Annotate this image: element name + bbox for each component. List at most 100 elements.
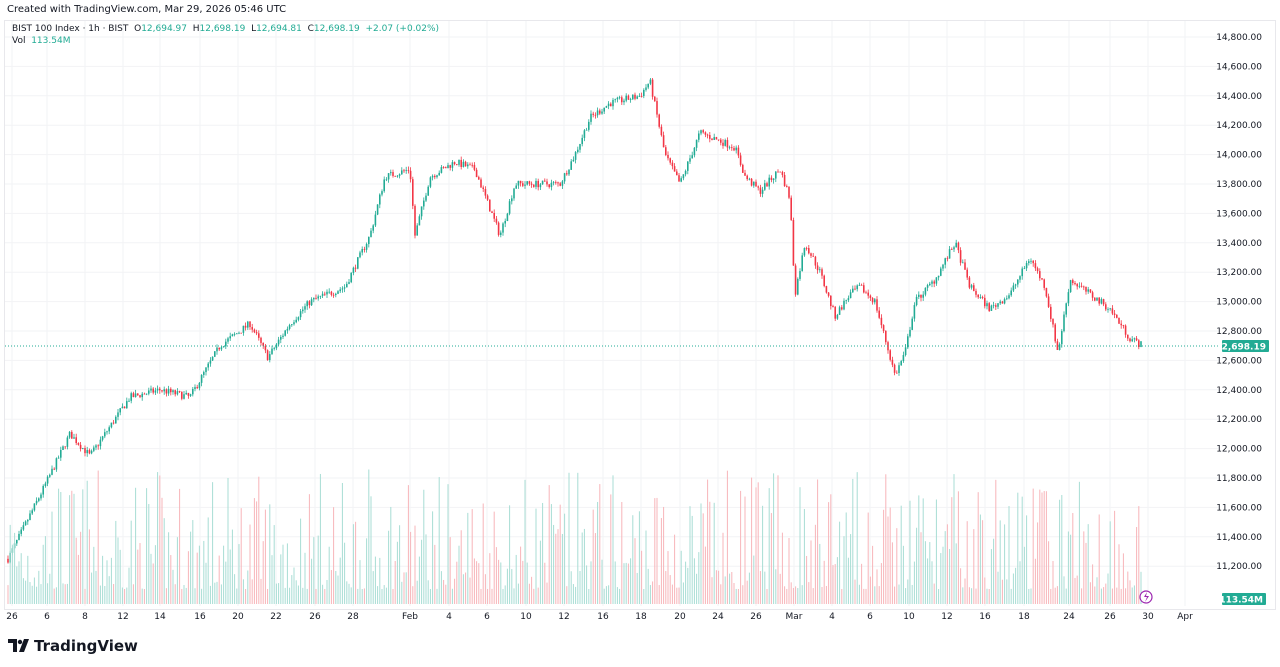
- volume-bar: [476, 561, 478, 604]
- candle-body: [38, 498, 40, 501]
- candle-body: [766, 183, 768, 187]
- candle-body: [497, 222, 500, 235]
- volume-bar: [291, 575, 293, 604]
- candle-body: [324, 293, 326, 295]
- candle-body: [832, 306, 834, 307]
- candle-body: [755, 181, 757, 187]
- candle-body: [979, 297, 982, 298]
- candle-body: [277, 339, 280, 345]
- volume-bar: [421, 539, 423, 604]
- candle-body: [464, 161, 467, 167]
- volume-bar: [7, 585, 9, 604]
- candle-body: [823, 275, 825, 287]
- candle-body: [1096, 297, 1098, 301]
- candle-body: [286, 328, 289, 331]
- volume-bar: [482, 503, 484, 604]
- volume-bar: [735, 588, 737, 604]
- volume-bar: [20, 553, 22, 604]
- volume-bar: [113, 584, 115, 604]
- volume-bar: [102, 555, 104, 604]
- candle-body: [792, 220, 795, 266]
- candle-body: [374, 214, 377, 226]
- candle-body: [152, 388, 154, 393]
- candle-body: [27, 520, 29, 522]
- candle-body: [803, 248, 806, 256]
- candle-body: [808, 248, 810, 254]
- candle-body: [130, 393, 132, 401]
- candle-body: [997, 303, 999, 307]
- candle-body: [482, 187, 484, 190]
- candle-body: [1028, 261, 1030, 264]
- x-tick-label: 20: [232, 612, 244, 622]
- volume-bar: [460, 530, 462, 604]
- candle-body: [935, 277, 938, 284]
- candle-body: [247, 321, 249, 328]
- volume-bar: [209, 585, 211, 604]
- volume-bar: [531, 576, 533, 604]
- candle-body: [544, 180, 546, 182]
- volume-bar: [99, 585, 101, 604]
- candle-body: [541, 180, 544, 185]
- volume-bar: [834, 564, 836, 604]
- volume-bar: [467, 512, 469, 604]
- candle-body: [442, 167, 445, 168]
- candle-body: [557, 182, 559, 184]
- candle-body: [825, 286, 828, 293]
- candle-body: [370, 230, 372, 237]
- x-tick-label: 18: [1018, 612, 1030, 622]
- volume-bar: [700, 503, 702, 604]
- candle-body: [112, 422, 115, 424]
- volume-bar: [247, 570, 249, 604]
- candle-body: [174, 390, 176, 395]
- volume-bar: [592, 509, 594, 604]
- candle-body: [405, 170, 407, 171]
- volume-bar: [295, 580, 297, 604]
- candle-body: [711, 138, 713, 140]
- symbol-label[interactable]: BIST 100 Index · 1h · BIST: [12, 24, 129, 34]
- candle-body: [288, 325, 291, 329]
- created-caption: Created with TradingView.com, Mar 29, 20…: [7, 4, 287, 15]
- x-tick-label: 12: [941, 612, 952, 622]
- volume-bar: [977, 492, 979, 604]
- candle-body: [172, 390, 174, 393]
- volume-bar: [16, 566, 18, 604]
- candle-body: [101, 436, 104, 440]
- volume-bar: [674, 534, 676, 604]
- volume-bar: [1054, 587, 1056, 604]
- candle-body: [156, 388, 159, 391]
- candle-body: [1001, 301, 1004, 304]
- candle-body: [326, 291, 328, 295]
- volume-bar: [218, 555, 220, 604]
- volume-bar: [1006, 579, 1008, 604]
- candle-body: [258, 333, 260, 338]
- volume-bar: [1028, 588, 1030, 604]
- candle-body: [753, 181, 755, 186]
- volume-bar: [632, 515, 634, 604]
- candle-body: [49, 474, 51, 477]
- candle-body: [189, 394, 192, 396]
- candle-body: [71, 431, 73, 439]
- volume-bar: [658, 585, 660, 604]
- candle-body: [262, 342, 264, 346]
- candle-body: [643, 89, 645, 97]
- candle-body: [423, 200, 425, 207]
- volume-bar: [130, 520, 132, 604]
- volume-bar: [1063, 576, 1065, 604]
- candle-body: [1067, 292, 1070, 304]
- candle-body: [651, 79, 654, 97]
- volume-bar: [119, 549, 121, 604]
- volume-bar: [729, 573, 731, 604]
- candle-body: [60, 450, 62, 458]
- candle-body: [640, 95, 643, 97]
- volume-bar: [711, 577, 713, 604]
- tradingview-logo[interactable]: TradingView: [8, 637, 138, 655]
- volume-bar: [260, 578, 262, 604]
- volume-bar: [553, 524, 555, 604]
- candle-body: [937, 275, 940, 278]
- volume-bar: [469, 577, 471, 604]
- volume-bar: [933, 583, 935, 604]
- candle-body: [238, 332, 240, 334]
- candle-body: [440, 167, 443, 173]
- candle-body: [244, 325, 247, 328]
